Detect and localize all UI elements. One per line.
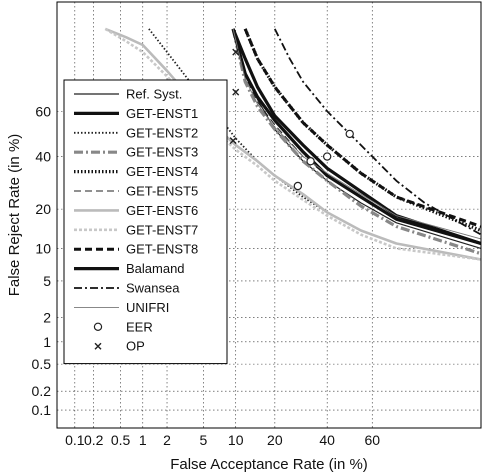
y-tick-label: 5 [43,273,51,289]
y-tick-label: 2 [43,309,51,325]
plot-frame [56,1,482,429]
y-tick-label: 60 [35,103,51,119]
x-tick-label: 1 [139,432,147,448]
eer-point [293,181,303,191]
y-tick-label: 0.5 [32,356,52,372]
x-axis-label: False Acceptance Rate (in %) [170,456,368,473]
y-axis-label: False Reject Rate (in %) [6,134,23,297]
series-lines [104,27,482,261]
legend-item-ref-syst: Ref. Syst. [74,87,182,102]
get-enst5-line [232,28,482,244]
legend-item-balamand: Balamand [74,261,185,276]
legend-label: GET-ENST4 [126,164,198,179]
y-tick-label: 10 [35,240,51,256]
x-tick-label: 10 [228,432,244,448]
legend-label: GET-ENST2 [126,125,198,140]
legend-item-op: OP [94,339,145,354]
legend-item-get-enst4: GET-ENST4 [74,164,198,179]
legend-item-get-enst8: GET-ENST8 [74,242,198,257]
x-tick-label: 20 [267,432,283,448]
x-tick-label: 0.2 [84,432,104,448]
legend-item-swansea: Swansea [74,281,180,296]
balamand-line [231,28,482,246]
legend-item-get-enst3: GET-ENST3 [74,145,198,160]
op-point [229,137,237,145]
y-tick-label: 0.1 [32,402,52,418]
legend-label: OP [126,339,145,354]
legend-item-get-enst2: GET-ENST2 [74,125,198,140]
get-enst8-line [243,28,482,228]
eer-point [322,152,332,161]
x-tick-labels: 0.1 0.2 0.5 1 2 5 10 20 40 60 [65,432,380,448]
legend-label: Balamand [126,261,185,276]
legend-label: GET-ENST1 [126,106,198,121]
x-tick-label: 40 [319,432,335,448]
legend-item-get-enst5: GET-ENST5 [74,184,198,199]
legend-item-unifri: UNIFRI [74,300,169,315]
get-enst1-line [231,28,482,246]
legend-label: GET-ENST5 [126,184,198,199]
x-tick-label: 2 [163,432,171,448]
eer-point [306,157,315,166]
legend-label: GET-ENST3 [126,145,198,160]
legend-label: GET-ENST7 [126,222,198,237]
y-tick-label: 20 [35,201,51,217]
legend-item-eer: EER [93,319,153,334]
x-tick-label: 0.1 [65,432,85,448]
op-point [232,48,240,56]
x-tick-label: 0.5 [111,432,131,448]
legend-label: GET-ENST8 [126,242,198,257]
legend: Ref. Syst. GET-ENST1 GET-ENST2 GET-ENST3 GET… [63,79,228,365]
legend-swatch-eer [93,322,103,331]
legend-item-get-enst6: GET-ENST6 [74,203,198,218]
legend-label: GET-ENST6 [126,203,198,218]
y-tick-label: 0.2 [32,383,52,399]
legend-label: Swansea [126,281,180,296]
legend-label: EER [126,319,153,334]
y-tick-labels: 0.1 0.2 0.5 1 2 5 10 20 40 60 [32,103,52,418]
legend-label: Ref. Syst. [126,87,182,102]
x-tick-label: 60 [364,432,380,448]
legend-swatch-op [94,342,102,350]
series-markers [229,48,354,191]
eer-point [345,129,354,139]
x-tick-label: 5 [199,432,207,448]
get-enst6-line [104,27,482,261]
op-point [232,88,240,96]
unifri-line [232,28,482,240]
legend-box [63,79,228,365]
get-enst7-line [104,27,482,261]
legend-label: UNIFRI [126,300,169,315]
legend-item-get-enst1: GET-ENST1 [74,106,198,121]
y-tick-label: 1 [43,334,51,350]
y-tick-label: 40 [35,149,51,165]
get-enst3-line [231,28,482,256]
legend-item-get-enst7: GET-ENST7 [74,222,198,237]
